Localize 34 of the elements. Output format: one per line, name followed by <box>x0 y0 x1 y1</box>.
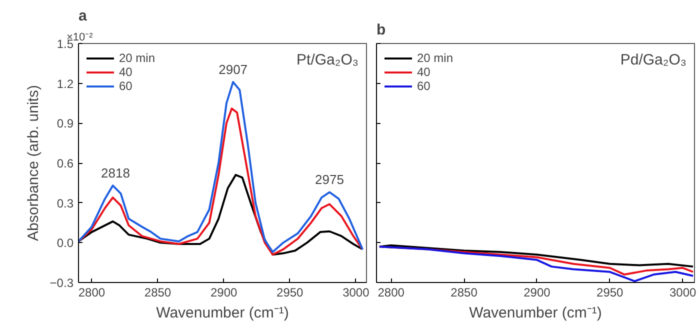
y-tick-label: 0.9 <box>56 116 74 131</box>
x-tick-label: 2900 <box>210 286 238 300</box>
x-tick-label: 2950 <box>596 286 624 300</box>
y-tick-label: 0.6 <box>56 156 74 170</box>
x-tick-label: 3000 <box>669 286 697 300</box>
x-axis-title: Wavenumber (cm⁻¹) <box>156 304 289 322</box>
legend-label: 20 min <box>119 51 156 65</box>
annotation: Pt/Ga₂O₃ <box>296 52 359 68</box>
x-tick-label: 2950 <box>276 286 304 300</box>
legend-label: 40 <box>417 65 432 79</box>
y-tick-label: −0.3 <box>50 276 74 290</box>
annotation: 2818 <box>101 166 130 181</box>
annotation: 2975 <box>315 172 344 188</box>
line-series <box>78 108 364 256</box>
y-tick-label: 0.0 <box>56 236 74 250</box>
y-tick-label: 1.2 <box>56 76 74 91</box>
y-tick-label: 0.3 <box>56 196 74 210</box>
chart-title: a <box>78 8 88 24</box>
x-tick-label: 2900 <box>524 286 551 300</box>
annotation: 2907 <box>218 62 248 78</box>
x-axis-title: Wavenumber (cm⁻¹) <box>469 304 602 322</box>
line-series <box>78 81 364 253</box>
legend-label: 60 <box>417 79 432 93</box>
legend-label: 40 <box>119 65 134 79</box>
legend-label: 60 <box>119 79 134 93</box>
x-tick-label: 2800 <box>378 286 405 300</box>
x-tick-label: 2800 <box>78 286 106 300</box>
x-tick-label: 3000 <box>342 286 370 300</box>
x-tick-label: 2850 <box>144 286 172 300</box>
chart-title: b <box>376 22 386 38</box>
x-tick-label: 2850 <box>450 286 478 300</box>
legend-label: 20 min <box>417 51 454 65</box>
annotation: Pd/Ga₂O₃ <box>620 52 686 68</box>
y-axis-title: Absorbance (arb. units) <box>24 85 42 241</box>
